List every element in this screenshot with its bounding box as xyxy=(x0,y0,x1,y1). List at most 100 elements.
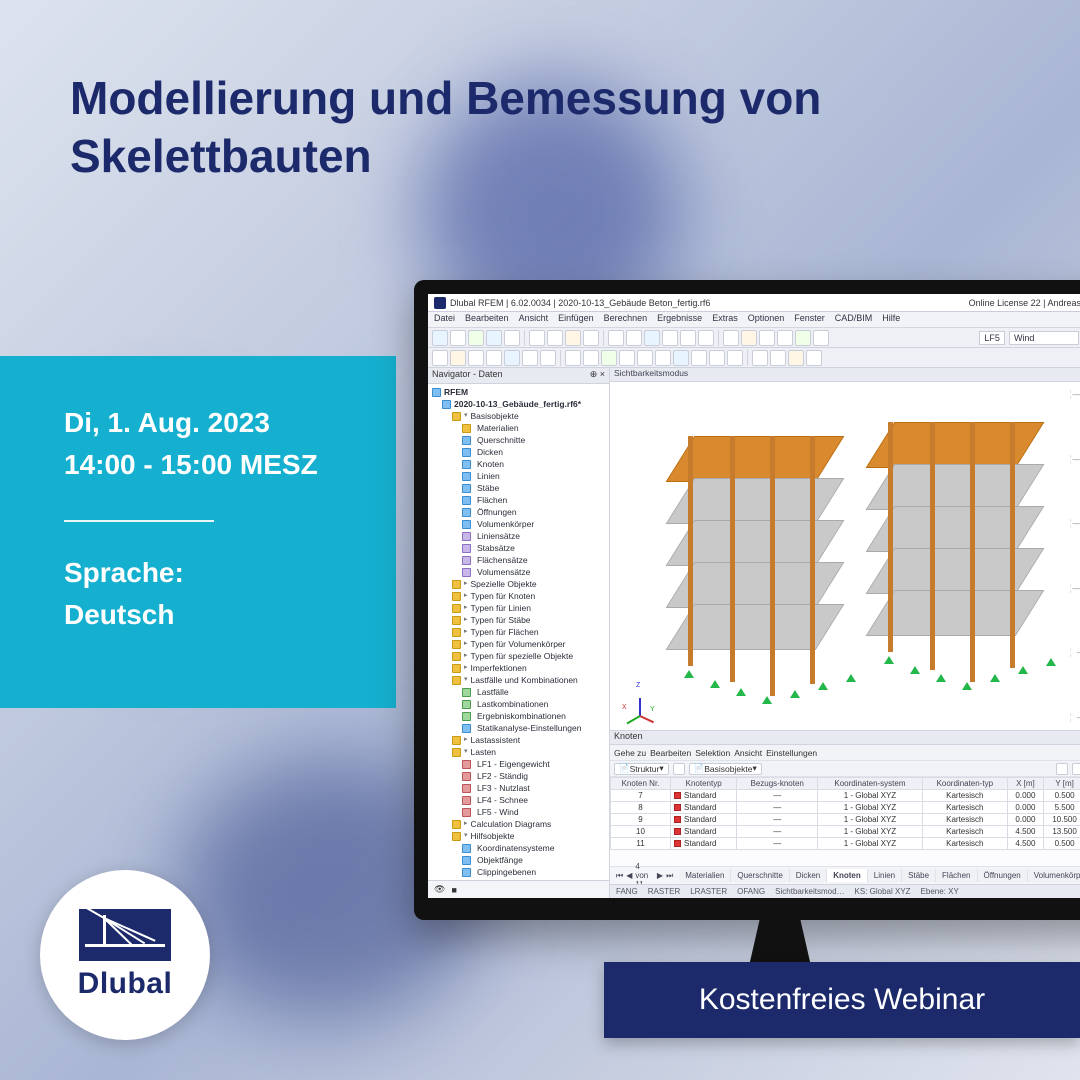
table-toolbar[interactable]: Gehe zu Bearbeiten Selektion Ansicht Einstel… xyxy=(610,745,1080,761)
eye-icon[interactable]: 👁 xyxy=(434,884,445,895)
loadcase-selector[interactable]: LF5 Wind ◂ ▸ xyxy=(979,331,1080,345)
tree-item[interactable]: Knoten xyxy=(432,458,607,470)
navigator-tree[interactable]: RFEM 2020-10-13_Gebäude_fertig.rf6* ▾ Ba… xyxy=(428,384,609,880)
table-tab[interactable]: Linien xyxy=(868,869,902,882)
camera-icon[interactable]: ■ xyxy=(451,885,456,895)
tool-button[interactable] xyxy=(644,330,660,346)
col-header[interactable]: Bezugs-knoten xyxy=(737,778,818,790)
tool-button[interactable] xyxy=(486,350,502,366)
tool-button[interactable] xyxy=(468,350,484,366)
tool-button[interactable] xyxy=(450,350,466,366)
table-toolbar-2[interactable]: 📄 Struktur ▾ 📄 Basisobjekte ▾ xyxy=(610,761,1080,777)
tree-item[interactable]: Querschnitte xyxy=(432,434,607,446)
tree-root[interactable]: RFEM xyxy=(432,386,607,398)
table-tabs[interactable]: ⏮◀4 von 11▶⏭MaterialienQuerschnitteDicke… xyxy=(610,866,1080,884)
tree-item[interactable]: Flächen xyxy=(432,494,607,506)
table-menu-item[interactable]: Einstellungen xyxy=(766,748,817,758)
col-header[interactable]: Knotentyp xyxy=(671,778,737,790)
menu-item[interactable]: Berechnen xyxy=(604,313,648,326)
menubar[interactable]: Datei Bearbeiten Ansicht Einfügen Berechnen E… xyxy=(428,312,1080,328)
table-row[interactable]: 10Standard—1 - Global XYZKartesisch4.500… xyxy=(611,826,1080,838)
chip-struktur[interactable]: 📄 Struktur ▾ xyxy=(614,763,669,775)
tool-button[interactable] xyxy=(777,330,793,346)
table-tab[interactable]: Querschnitte xyxy=(731,869,789,882)
table-tab[interactable]: Materialien xyxy=(679,869,731,882)
tool-button[interactable] xyxy=(662,330,678,346)
tool-button[interactable] xyxy=(1056,763,1068,775)
data-table[interactable]: Knoten Nr.KnotentypBezugs-knotenKoordina… xyxy=(610,777,1080,850)
menu-item[interactable]: CAD/BIM xyxy=(835,313,873,326)
tool-button[interactable] xyxy=(680,330,696,346)
navigator-footer[interactable]: 👁 ■ xyxy=(428,880,609,898)
tool-button[interactable] xyxy=(709,350,725,366)
tool-button[interactable] xyxy=(698,330,714,346)
pager-next[interactable]: ▶ xyxy=(657,871,663,880)
menu-item[interactable]: Hilfe xyxy=(882,313,900,326)
navigator-panel[interactable]: Navigator - Daten ⊕ × RFEM 2020-10-13_Ge… xyxy=(428,368,610,898)
tool-button[interactable] xyxy=(806,350,822,366)
table-pane[interactable]: Knoten Gehe zuBearbeitenSelektionAnsicht… xyxy=(610,730,1080,898)
tree-item[interactable]: Stabsätze xyxy=(432,542,607,554)
tool-button[interactable] xyxy=(432,350,448,366)
tree-item[interactable]: ▸ Typen für spezielle Objekte xyxy=(432,650,607,662)
tree-item[interactable]: Dicken xyxy=(432,446,607,458)
tree-item[interactable]: ▸ Typen für Flächen xyxy=(432,626,607,638)
viewport-3d[interactable]: — 21.250 m— 18.500 m— 15.750 m— 12.750 m… xyxy=(610,382,1080,730)
tool-button[interactable] xyxy=(529,330,545,346)
tool-button[interactable] xyxy=(486,330,502,346)
tree-item[interactable]: ▸ Spezielle Objekte xyxy=(432,578,607,590)
tool-button[interactable] xyxy=(741,330,757,346)
tree-item[interactable]: Volumensätze xyxy=(432,566,607,578)
tree-item[interactable]: LF5 - Wind xyxy=(432,806,607,818)
tree-item[interactable]: ▸ Typen für Linien xyxy=(432,602,607,614)
col-header[interactable]: Knoten Nr. xyxy=(611,778,671,790)
tree-file[interactable]: 2020-10-13_Gebäude_fertig.rf6* xyxy=(432,398,607,410)
menu-item[interactable]: Ansicht xyxy=(519,313,549,326)
col-header[interactable]: Y [m] xyxy=(1044,778,1080,790)
menu-item[interactable]: Extras xyxy=(712,313,738,326)
tool-button[interactable] xyxy=(565,350,581,366)
col-header[interactable]: X [m] xyxy=(1007,778,1043,790)
menu-item[interactable]: Einfügen xyxy=(558,313,594,326)
menu-item[interactable]: Ergebnisse xyxy=(657,313,702,326)
tool-button[interactable] xyxy=(504,330,520,346)
menu-item[interactable]: Fenster xyxy=(794,313,825,326)
tree-item[interactable]: ▾ Lasten xyxy=(432,746,607,758)
tool-button[interactable] xyxy=(608,330,624,346)
tree-item[interactable]: Objektfänge xyxy=(432,854,607,866)
table-menu-item[interactable]: Ansicht xyxy=(734,748,762,758)
menu-item[interactable]: Optionen xyxy=(748,313,785,326)
tree-item[interactable]: Linien xyxy=(432,470,607,482)
tool-button[interactable] xyxy=(770,350,786,366)
tool-button[interactable] xyxy=(547,330,563,346)
table-menu-item[interactable]: Selektion xyxy=(695,748,730,758)
table-row[interactable]: 9Standard—1 - Global XYZKartesisch0.0001… xyxy=(611,814,1080,826)
navigator-close-icon[interactable]: ⊕ × xyxy=(590,369,605,382)
tree-item[interactable]: LF2 - Ständig xyxy=(432,770,607,782)
tree-item[interactable]: ▾ Lastfälle und Kombinationen xyxy=(432,674,607,686)
tool-button[interactable] xyxy=(727,350,743,366)
tree-item[interactable]: LF3 - Nutzlast xyxy=(432,782,607,794)
pager-first[interactable]: ⏮ xyxy=(616,871,623,881)
menu-item[interactable]: Bearbeiten xyxy=(465,313,509,326)
table-menu-item[interactable]: Bearbeiten xyxy=(650,748,691,758)
tree-item[interactable]: LF4 - Schnee xyxy=(432,794,607,806)
tree-item[interactable]: Flächensätze xyxy=(432,554,607,566)
toolbar-1[interactable]: LF5 Wind ◂ ▸ xyxy=(428,328,1080,348)
tool-button[interactable] xyxy=(565,330,581,346)
tool-button[interactable] xyxy=(637,350,653,366)
table-scroll[interactable]: Knoten Nr.KnotentypBezugs-knotenKoordina… xyxy=(610,777,1080,866)
tree-item[interactable]: Clippingebenen xyxy=(432,866,607,878)
table-row[interactable]: 11Standard—1 - Global XYZKartesisch4.500… xyxy=(611,838,1080,850)
chip-basisobjekte[interactable]: 📄 Basisobjekte ▾ xyxy=(689,763,762,775)
tree-item[interactable]: Ergebniskombinationen xyxy=(432,710,607,722)
tool-button[interactable] xyxy=(540,350,556,366)
tree-item[interactable]: Materialien xyxy=(432,422,607,434)
tool-button[interactable] xyxy=(673,763,685,775)
toolbar-2[interactable] xyxy=(428,348,1080,368)
tree-item[interactable]: ▸ Imperfektionen xyxy=(432,662,607,674)
tool-button[interactable] xyxy=(450,330,466,346)
tree-item[interactable]: Lastfälle xyxy=(432,686,607,698)
table-menu-item[interactable]: Gehe zu xyxy=(614,748,646,758)
menu-item[interactable]: Datei xyxy=(434,313,455,326)
